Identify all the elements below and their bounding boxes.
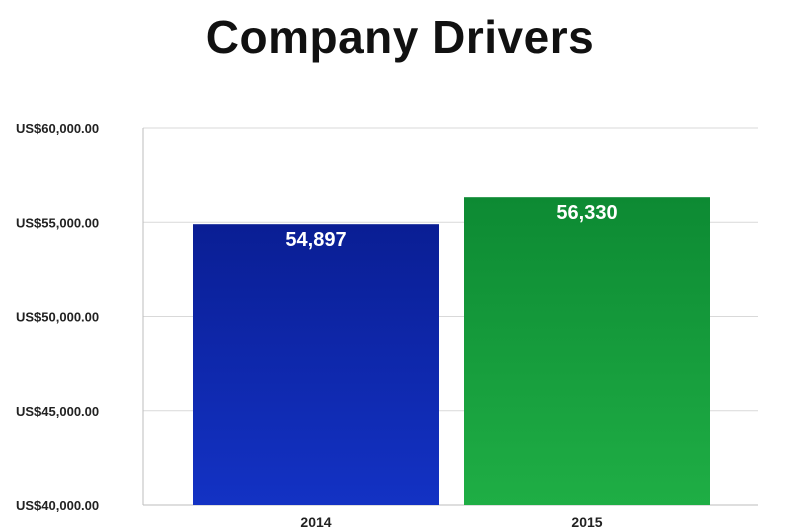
data-labels: 54,897 56,330 xyxy=(285,202,617,251)
data-label: 56,330 xyxy=(556,202,617,224)
y-tick-labels: US$40,000.00 US$45,000.00 US$50,000.00 US$5… xyxy=(16,121,99,513)
x-tick-label: 2015 xyxy=(571,514,602,530)
x-tick-label: 2014 xyxy=(300,514,331,530)
data-label: 54,897 xyxy=(285,229,346,251)
y-tick-label: US$50,000.00 xyxy=(16,310,99,325)
y-tick-label: US$40,000.00 xyxy=(16,498,99,513)
x-tick-labels: 2014 2015 xyxy=(300,514,602,530)
bar-2015 xyxy=(464,197,710,505)
y-tick-label: US$60,000.00 xyxy=(16,121,99,136)
bars xyxy=(193,197,710,506)
y-tick-label: US$55,000.00 xyxy=(16,215,99,230)
chart-title: Company Drivers xyxy=(205,11,595,63)
bar-2014 xyxy=(193,224,439,506)
y-tick-label: US$45,000.00 xyxy=(16,404,99,419)
